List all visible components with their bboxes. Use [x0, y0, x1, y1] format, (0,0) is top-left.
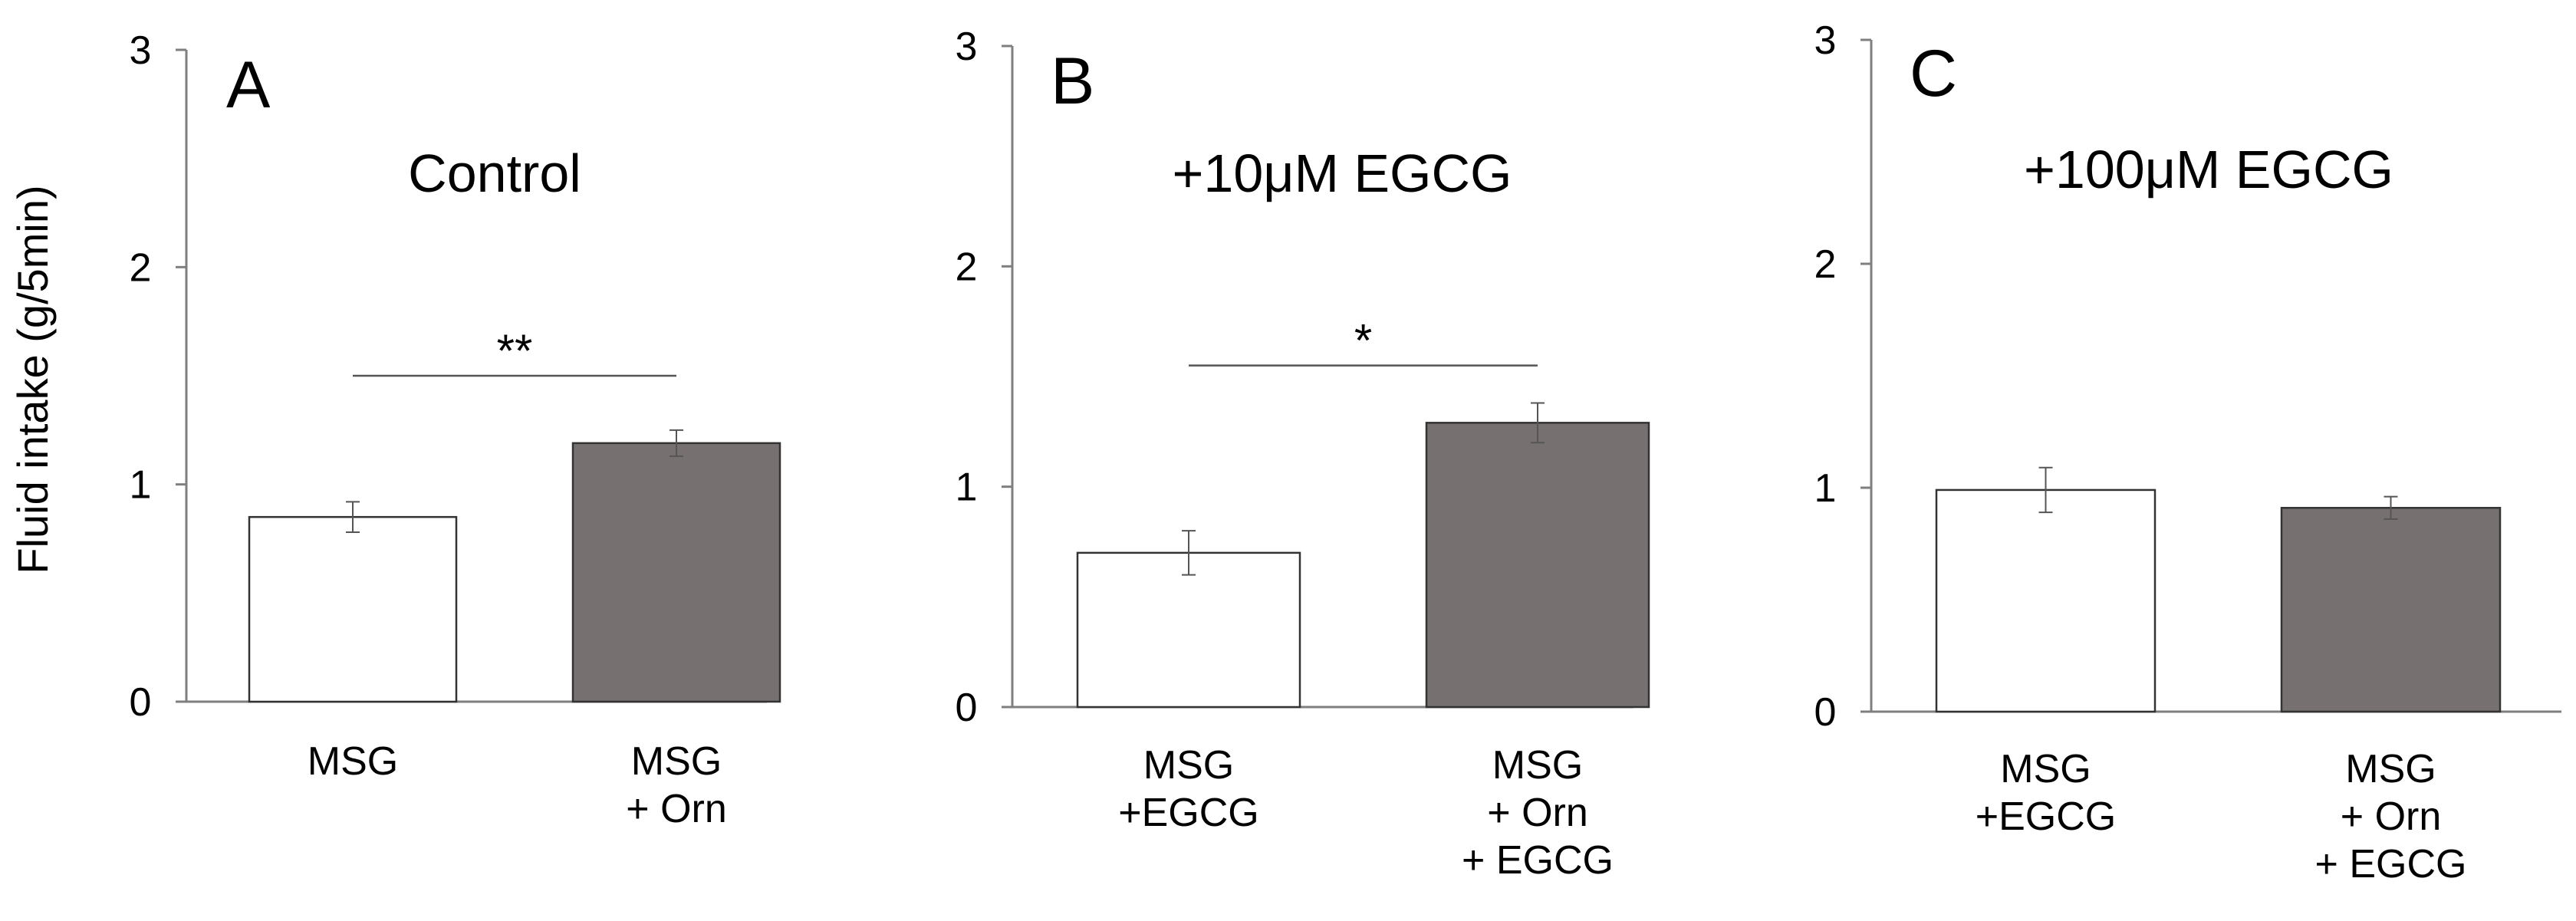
y-tick-label: 3	[956, 25, 978, 69]
category-label: MSG + Orn	[626, 739, 727, 831]
category-label: MSG	[308, 739, 398, 784]
panel-title: +10μM EGCG	[1173, 143, 1512, 203]
y-tick-label: 3	[1814, 18, 1837, 63]
bar	[248, 515, 458, 703]
y-axis-label: Fluid intake (g/5min)	[8, 185, 57, 574]
category-label-line: MSG	[2000, 747, 2091, 791]
category-label-line: MSG	[1492, 743, 1583, 788]
panel-title: Control	[408, 143, 581, 203]
panel-letter: A	[226, 48, 271, 122]
panel-title: +100μM EGCG	[2024, 140, 2393, 199]
category-label: MSG + Orn + EGCG	[1462, 743, 1614, 883]
y-tick-label: 1	[1814, 466, 1837, 511]
y-tick-label: 2	[956, 245, 978, 289]
y-tick-label: 1	[130, 463, 152, 508]
category-label: MSG +EGCG	[1118, 743, 1259, 835]
y-tick-label: 2	[1814, 242, 1837, 287]
y-tick-label: 0	[956, 686, 978, 730]
category-label-line: MSG	[2345, 747, 2436, 791]
y-tick-label: 1	[956, 465, 978, 510]
category-label-line: +EGCG	[1118, 791, 1259, 835]
category-label-line: + Orn	[2341, 794, 2442, 839]
category-label-line: MSG	[308, 739, 398, 784]
category-label: MSG + Orn + EGCG	[2315, 747, 2467, 886]
category-label-line: + Orn	[626, 787, 727, 831]
significance-label: **	[497, 325, 533, 377]
significance-label: *	[1354, 315, 1372, 367]
category-label-line: + EGCG	[2315, 842, 2467, 886]
y-tick-label: 3	[130, 28, 152, 73]
bar	[1935, 488, 2157, 713]
bar	[571, 442, 781, 703]
panel-letter: B	[1051, 44, 1094, 118]
category-label-line: + Orn	[1487, 791, 1588, 835]
category-label-line: +EGCG	[1976, 794, 2117, 839]
y-tick-label: 0	[1814, 690, 1837, 735]
y-tick-label: 0	[130, 680, 152, 725]
category-label-line: + EGCG	[1462, 838, 1614, 883]
y-tick-label: 2	[130, 245, 152, 290]
category-label-line: MSG	[1143, 743, 1234, 788]
bar	[1425, 422, 1650, 709]
bar	[1076, 551, 1301, 709]
panel-letter: C	[1910, 37, 1957, 110]
category-label: MSG +EGCG	[1976, 747, 2117, 839]
bar	[2280, 507, 2502, 713]
category-label-line: MSG	[631, 739, 722, 784]
